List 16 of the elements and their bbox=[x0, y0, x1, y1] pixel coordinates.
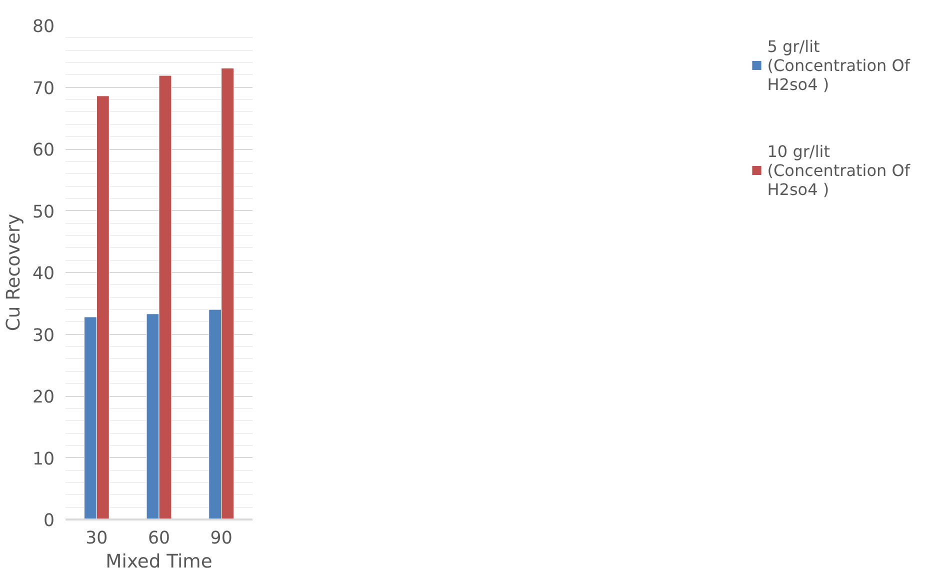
y-tick-label: 20 bbox=[32, 388, 55, 408]
y-axis-title: Cu Recovery bbox=[3, 214, 24, 332]
x-tick-label: 30 bbox=[86, 528, 108, 548]
y-tick-label: 50 bbox=[32, 202, 55, 222]
y-tick-label: 60 bbox=[32, 140, 55, 160]
y-tick-label: 40 bbox=[32, 264, 55, 284]
y-tick-label: 80 bbox=[32, 17, 55, 37]
legend-label: 5 gr/lit (Concentration Of H2so4 ) bbox=[767, 36, 910, 95]
x-tick-label: 90 bbox=[210, 528, 232, 548]
y-tick-label: 70 bbox=[32, 78, 55, 99]
x-axis-title: Mixed Time bbox=[106, 552, 212, 572]
x-tick-label: 60 bbox=[148, 528, 170, 548]
legend-label: 10 gr/lit (Concentration Of H2so4 ) bbox=[767, 140, 910, 200]
y-tick-label: 30 bbox=[32, 326, 55, 346]
y-tick-label: 10 bbox=[32, 449, 55, 470]
y-tick-label: 0 bbox=[43, 511, 55, 531]
